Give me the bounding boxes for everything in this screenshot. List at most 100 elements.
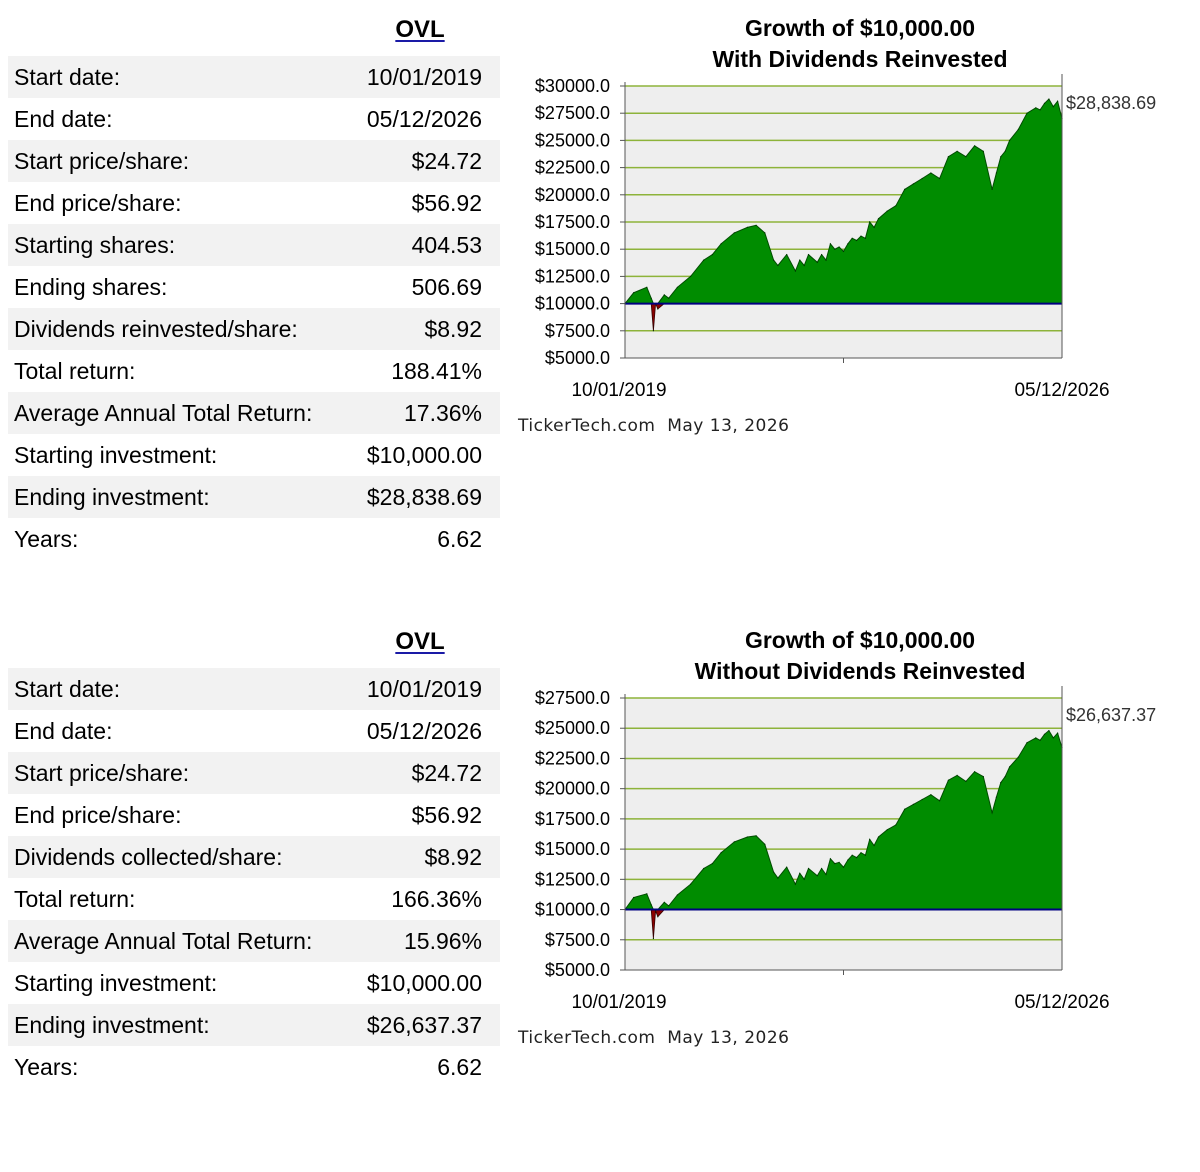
stats-label: End date: xyxy=(14,717,113,744)
data-point xyxy=(1039,739,1041,741)
stats-label: Starting investment: xyxy=(14,441,218,468)
data-point xyxy=(912,803,914,805)
data-point xyxy=(825,259,827,261)
data-point xyxy=(956,150,958,152)
stats-row: Ending investment: $26,637.37 xyxy=(8,1004,500,1046)
stats-label: Total return: xyxy=(14,357,136,384)
data-point xyxy=(816,261,818,263)
y-tick-label: $27500.0 xyxy=(535,688,610,708)
data-point xyxy=(851,237,853,239)
data-point xyxy=(1039,109,1041,111)
data-point xyxy=(877,218,880,220)
chart-title-line1: Growth of $10,000.00 xyxy=(744,627,976,653)
stats-label: Total return: xyxy=(14,885,136,912)
stats-row: Years: 6.62 xyxy=(8,518,500,560)
data-point xyxy=(877,836,880,838)
y-tick-label: $5000.0 xyxy=(545,348,610,368)
ticker-symbol[interactable]: OVL xyxy=(395,628,445,655)
data-point xyxy=(921,798,923,801)
y-tick-label: $5000.0 xyxy=(545,960,610,980)
data-point xyxy=(1057,732,1059,734)
stats-value: $24.72 xyxy=(347,140,500,182)
data-point xyxy=(755,224,757,226)
data-point xyxy=(821,867,823,870)
data-point xyxy=(965,780,967,782)
data-point xyxy=(1009,766,1011,768)
stats-value: 15.96% xyxy=(347,920,500,962)
y-tick-label: $10000.0 xyxy=(535,294,610,314)
stats-row: Dividends reinvested/share: $8.92 xyxy=(8,308,500,350)
data-point xyxy=(856,857,858,859)
x-tick-label: 10/01/2019 xyxy=(571,380,666,401)
y-tick-label: $20000.0 xyxy=(535,185,610,205)
chart-title-line2: Without Dividends Reinvested xyxy=(694,658,1026,684)
data-point xyxy=(803,878,805,880)
y-tick-label: $22500.0 xyxy=(535,158,610,178)
data-point xyxy=(799,259,801,261)
stats-row: Start date: 10/01/2019 xyxy=(8,56,500,98)
stats-value: 10/01/2019 xyxy=(347,668,500,710)
data-point xyxy=(860,235,862,237)
stats-value: $8.92 xyxy=(347,836,500,878)
data-point xyxy=(676,286,678,288)
data-point xyxy=(825,873,827,876)
data-point xyxy=(657,308,659,310)
data-point xyxy=(773,259,775,261)
data-point xyxy=(650,297,652,299)
stats-value: $26,637.37 xyxy=(347,1004,500,1046)
data-point xyxy=(829,858,831,860)
data-point xyxy=(982,150,984,152)
stats-value: $28,838.69 xyxy=(347,476,500,518)
data-point xyxy=(947,156,949,158)
y-tick-label: $17500.0 xyxy=(535,809,610,829)
stats-row: Total return: 166.36% xyxy=(8,878,500,920)
data-point xyxy=(1009,139,1011,141)
stats-label: Years: xyxy=(14,1053,79,1080)
data-point xyxy=(803,264,805,267)
data-point xyxy=(646,286,648,288)
stats-value: $10,000.00 xyxy=(366,441,482,468)
y-tick-label: $7500.0 xyxy=(545,321,610,341)
data-point xyxy=(838,861,840,863)
data-point xyxy=(652,938,654,940)
stats-label: Ending shares: xyxy=(14,273,168,300)
data-point xyxy=(663,901,665,903)
data-point xyxy=(991,812,993,814)
x-tick-label: 10/01/2019 xyxy=(571,992,666,1013)
chart-credit: TickerTech.com May 13, 2026 xyxy=(518,1028,790,1048)
stats-row: End date: 05/12/2026 xyxy=(8,710,500,752)
data-point xyxy=(764,843,766,845)
y-tick-label: $12500.0 xyxy=(535,266,610,286)
stats-label: End price/share: xyxy=(14,189,182,216)
data-point xyxy=(947,779,949,781)
stats-label: Years: xyxy=(14,525,79,552)
chart-title-line1: Growth of $10,000.00 xyxy=(744,15,976,41)
data-point xyxy=(807,867,810,870)
stats-label: Starting investment: xyxy=(14,969,218,996)
data-point xyxy=(816,875,818,877)
stats-value: $56.92 xyxy=(411,801,482,828)
stats-row: Starting investment: $10,000.00 xyxy=(8,962,500,1004)
data-point xyxy=(1035,107,1037,109)
y-tick-label: $27500.0 xyxy=(535,103,610,123)
stats-row: Average Annual Total Return: 15.96% xyxy=(8,920,500,962)
data-point xyxy=(733,232,735,234)
ticker-symbol[interactable]: OVL xyxy=(395,16,445,43)
stats-value: 404.53 xyxy=(347,224,500,266)
data-point xyxy=(860,852,862,854)
stats-value: $56.92 xyxy=(411,189,482,216)
stats-value: 17.36% xyxy=(347,392,500,434)
data-point xyxy=(834,248,836,250)
stats-label: Ending investment: xyxy=(8,476,348,518)
data-point xyxy=(834,863,836,865)
area-above-baseline xyxy=(623,98,1063,305)
x-tick-label: 05/12/2026 xyxy=(1014,992,1109,1013)
data-point xyxy=(733,841,735,843)
stats-label: End price/share: xyxy=(14,801,182,828)
data-point xyxy=(703,259,705,261)
stats-table: Start date: 10/01/2019 End date: 05/12/2026… xyxy=(8,56,500,560)
data-point xyxy=(1048,730,1050,732)
data-point xyxy=(711,254,713,256)
y-tick-label: $15000.0 xyxy=(535,839,610,859)
data-point xyxy=(956,774,958,776)
